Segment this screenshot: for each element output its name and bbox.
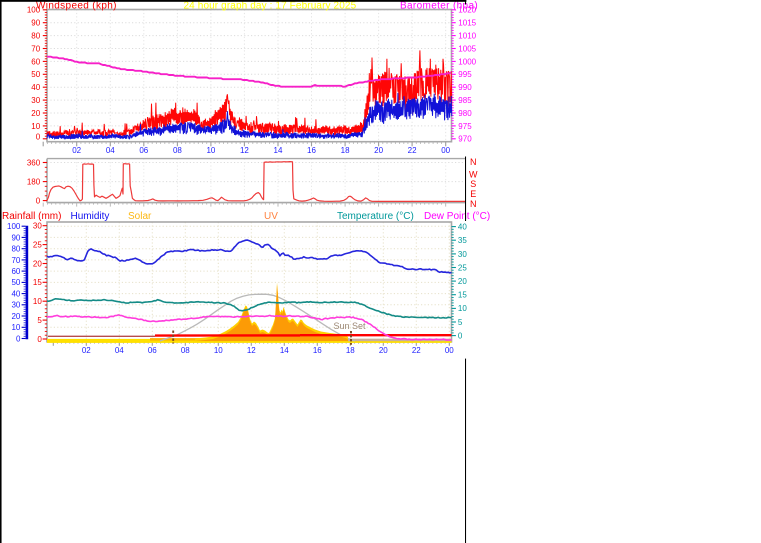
svg-text:990: 990: [458, 83, 472, 92]
svg-text:08: 08: [173, 146, 182, 155]
svg-text:35: 35: [458, 236, 467, 245]
svg-text:980: 980: [458, 109, 472, 118]
svg-text:10: 10: [33, 297, 42, 306]
svg-text:22: 22: [408, 146, 417, 155]
svg-text:80: 80: [31, 32, 40, 41]
svg-text:12: 12: [240, 146, 249, 155]
svg-text:E: E: [470, 189, 476, 199]
svg-text:90: 90: [11, 233, 20, 242]
svg-text:Windspeed (kph): Windspeed (kph): [36, 1, 117, 12]
svg-text:0: 0: [16, 334, 21, 343]
svg-text:15: 15: [33, 278, 42, 287]
svg-text:50: 50: [11, 278, 20, 287]
svg-text:1000: 1000: [458, 57, 476, 66]
svg-text:15: 15: [458, 291, 467, 300]
svg-text:14: 14: [274, 146, 283, 155]
svg-text:1015: 1015: [458, 19, 476, 28]
svg-text:5: 5: [458, 318, 463, 327]
svg-text:W: W: [469, 169, 478, 179]
svg-text:0: 0: [36, 132, 41, 141]
svg-text:100: 100: [27, 6, 41, 15]
svg-text:Rainfall (mm): Rainfall (mm): [2, 211, 61, 222]
svg-text:1005: 1005: [458, 44, 476, 53]
svg-text:5: 5: [37, 316, 42, 325]
svg-text:08: 08: [181, 346, 190, 355]
svg-text:14: 14: [280, 346, 289, 355]
svg-text:100: 100: [7, 222, 21, 231]
svg-text:S: S: [470, 179, 476, 189]
svg-text:970: 970: [458, 135, 472, 144]
svg-text:30: 30: [11, 301, 20, 310]
svg-text:10: 10: [11, 323, 20, 332]
svg-text:30: 30: [33, 222, 42, 231]
svg-text:60: 60: [11, 267, 20, 276]
svg-text:N: N: [470, 199, 477, 209]
svg-text:40: 40: [11, 290, 20, 299]
svg-text:Dew Point (°C): Dew Point (°C): [424, 211, 490, 222]
svg-text:16: 16: [313, 346, 322, 355]
svg-text:50: 50: [31, 70, 40, 79]
svg-text:975: 975: [458, 122, 472, 131]
svg-text:16: 16: [307, 146, 316, 155]
svg-text:20: 20: [11, 312, 20, 321]
svg-text:30: 30: [31, 96, 40, 105]
svg-text:25: 25: [458, 263, 467, 272]
svg-text:06: 06: [148, 346, 157, 355]
svg-text:Solar: Solar: [128, 211, 152, 222]
svg-text:02: 02: [82, 346, 91, 355]
svg-text:1010: 1010: [458, 32, 476, 41]
svg-text:20: 20: [458, 277, 467, 286]
svg-text:10: 10: [214, 346, 223, 355]
svg-text:UV: UV: [264, 211, 278, 222]
svg-text:180: 180: [27, 178, 41, 187]
svg-text:40: 40: [31, 83, 40, 92]
svg-text:12: 12: [247, 346, 256, 355]
svg-text:02: 02: [72, 146, 81, 155]
svg-text:20: 20: [33, 259, 42, 268]
svg-text:00: 00: [441, 146, 450, 155]
svg-text:25: 25: [33, 241, 42, 250]
svg-text:06: 06: [139, 146, 148, 155]
svg-text:18: 18: [341, 146, 350, 155]
svg-text:Temperature (°C): Temperature (°C): [337, 211, 414, 222]
svg-text:20: 20: [379, 346, 388, 355]
svg-text:10: 10: [31, 122, 40, 131]
svg-text:1020: 1020: [458, 6, 476, 15]
svg-text:70: 70: [11, 256, 20, 265]
svg-text:40: 40: [458, 223, 467, 232]
svg-text:70: 70: [31, 44, 40, 53]
svg-text:80: 80: [11, 245, 20, 254]
svg-text:Barometer (hpa): Barometer (hpa): [400, 1, 478, 12]
svg-text:24 hour graph day : 17 Februar: 24 hour graph day : 17 February 2025: [184, 1, 357, 12]
svg-text:00: 00: [445, 346, 454, 355]
svg-text:995: 995: [458, 70, 472, 79]
svg-text:18: 18: [346, 346, 355, 355]
svg-text:Sun Set: Sun Set: [334, 321, 367, 331]
svg-text:90: 90: [31, 19, 40, 28]
svg-text:60: 60: [31, 57, 40, 66]
svg-text:20: 20: [31, 109, 40, 118]
svg-text:20: 20: [374, 146, 383, 155]
svg-text:04: 04: [106, 146, 115, 155]
svg-text:10: 10: [458, 304, 467, 313]
svg-text:985: 985: [458, 96, 472, 105]
svg-text:Humidity: Humidity: [71, 211, 110, 222]
svg-text:22: 22: [412, 346, 421, 355]
svg-text:30: 30: [458, 250, 467, 259]
svg-text:0: 0: [37, 335, 42, 344]
svg-text:04: 04: [115, 346, 124, 355]
svg-text:10: 10: [206, 146, 215, 155]
svg-text:0: 0: [458, 332, 463, 341]
svg-text:0: 0: [36, 197, 41, 206]
svg-text:360: 360: [27, 158, 41, 167]
svg-text:N: N: [470, 157, 477, 167]
